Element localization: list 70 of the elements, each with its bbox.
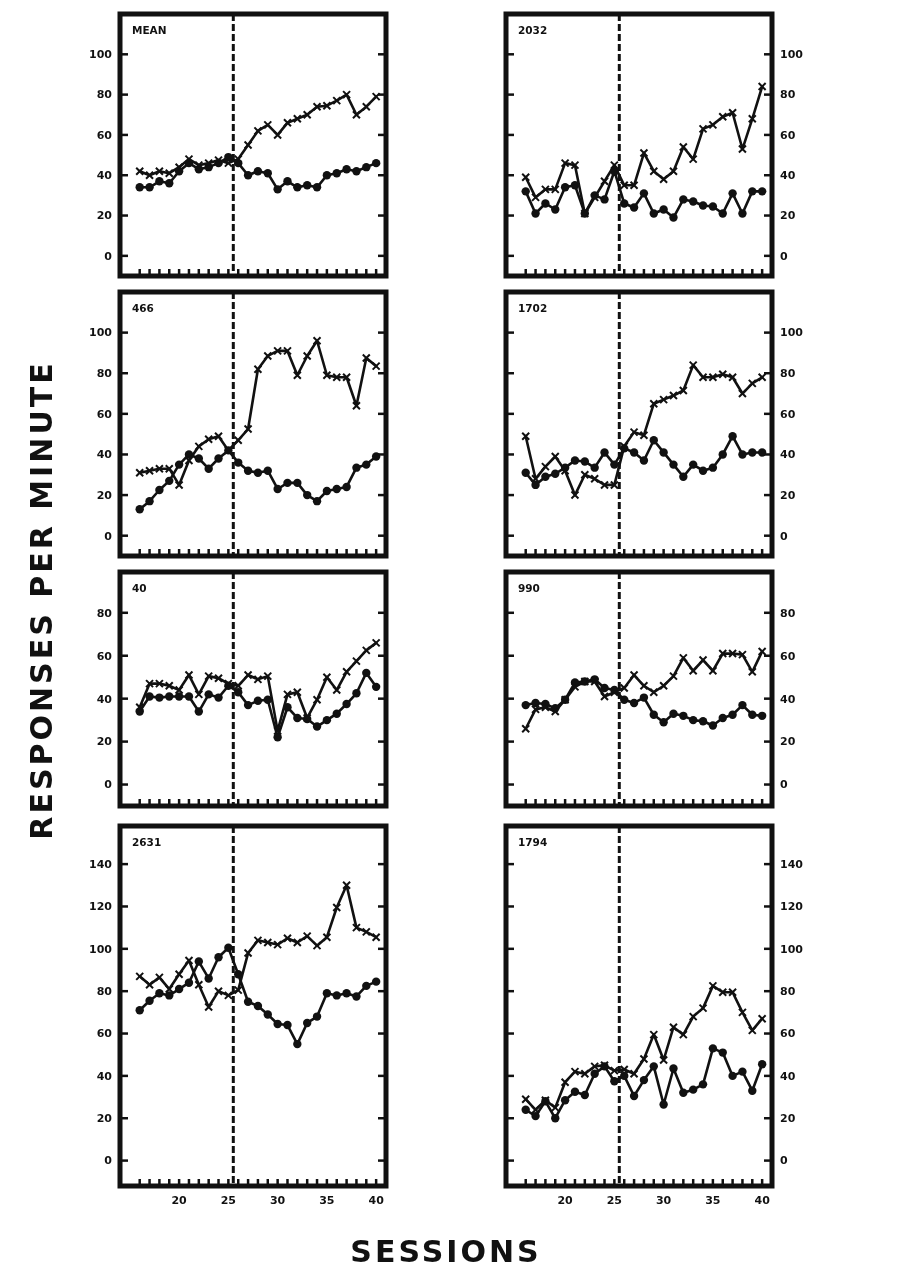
y-tick-label: 60	[96, 128, 113, 142]
y-tick-label: 100	[780, 326, 804, 340]
y-tick-label: 40	[96, 1069, 113, 1083]
y-tick-label: 60	[96, 1027, 113, 1041]
y-tick-label: 80	[780, 367, 796, 381]
y-tick-label: 40	[96, 448, 113, 462]
y-tick-label: 0	[104, 1154, 113, 1168]
y-tick-label: 0	[780, 1154, 788, 1168]
y-tick-label: 100	[780, 942, 804, 956]
y-tick-label: 0	[104, 529, 113, 543]
y-tick-label: 0	[104, 778, 113, 792]
y-tick-label: 20	[780, 1112, 796, 1126]
y-tick-label: 80	[96, 367, 113, 381]
text: 990	[518, 582, 540, 594]
y-tick-label: 20	[780, 735, 796, 749]
y-tick-label: 100	[780, 48, 804, 62]
y-tick-label: 0	[104, 249, 113, 263]
y-tick-label: 60	[780, 128, 796, 142]
x-tick-label: 25	[606, 1194, 623, 1207]
text: 466	[132, 302, 154, 314]
y-axis-title: RESPONSES PER MINUTE	[24, 360, 59, 840]
y-tick-label: 80	[780, 985, 796, 999]
y-tick-label: 60	[780, 407, 796, 421]
text: 40	[132, 582, 147, 594]
text: 1702	[518, 302, 548, 314]
y-tick-label: 100	[89, 326, 113, 340]
y-tick-label: 80	[96, 985, 113, 999]
y-tick-label: 20	[780, 488, 796, 502]
y-tick-label: 80	[780, 606, 796, 620]
y-tick-label: 20	[96, 1112, 113, 1126]
y-tick-label: 40	[96, 692, 113, 706]
x-tick-label: 25	[220, 1194, 237, 1207]
y-tick-label: 40	[780, 448, 796, 462]
y-tick-label: 40	[780, 169, 796, 183]
y-tick-label: 140	[89, 857, 113, 871]
y-tick-label: 60	[780, 1027, 796, 1041]
y-tick-label: 20	[780, 209, 796, 223]
y-tick-label: 0	[780, 529, 788, 543]
x-tick-label: 20	[557, 1194, 574, 1207]
y-tick-label: 40	[780, 692, 796, 706]
y-tick-label: 100	[89, 942, 113, 956]
x-tick-label: 35	[705, 1194, 721, 1207]
y-tick-label: 80	[96, 88, 113, 102]
x-tick-label: 30	[655, 1194, 672, 1207]
x-tick-label: 30	[269, 1194, 286, 1207]
y-tick-label: 100	[89, 48, 113, 62]
y-tick-label: 20	[96, 735, 113, 749]
y-tick-label: 140	[780, 857, 804, 871]
x-tick-label: 40	[754, 1194, 771, 1207]
y-tick-label: 120	[89, 900, 113, 914]
text: 1794	[518, 836, 548, 848]
y-tick-label: 0	[780, 249, 788, 263]
y-tick-label: 40	[96, 169, 113, 183]
y-tick-label: 60	[780, 649, 796, 663]
text: 2032	[518, 24, 548, 36]
x-tick-label: 20	[171, 1194, 188, 1207]
y-tick-label: 60	[96, 407, 113, 421]
y-tick-label: 40	[780, 1069, 796, 1083]
y-tick-label: 80	[780, 88, 796, 102]
y-tick-label: 120	[780, 900, 804, 914]
y-tick-label: 20	[96, 488, 113, 502]
y-tick-label: 20	[96, 209, 113, 223]
x-tick-label: 35	[319, 1194, 335, 1207]
text: 2631	[132, 836, 162, 848]
text: MEAN	[132, 24, 167, 36]
x-axis-title: SESSIONS	[350, 1234, 542, 1269]
x-tick-label: 40	[368, 1194, 385, 1207]
y-tick-label: 0	[780, 778, 788, 792]
y-tick-label: 60	[96, 649, 113, 663]
y-tick-label: 80	[96, 606, 113, 620]
